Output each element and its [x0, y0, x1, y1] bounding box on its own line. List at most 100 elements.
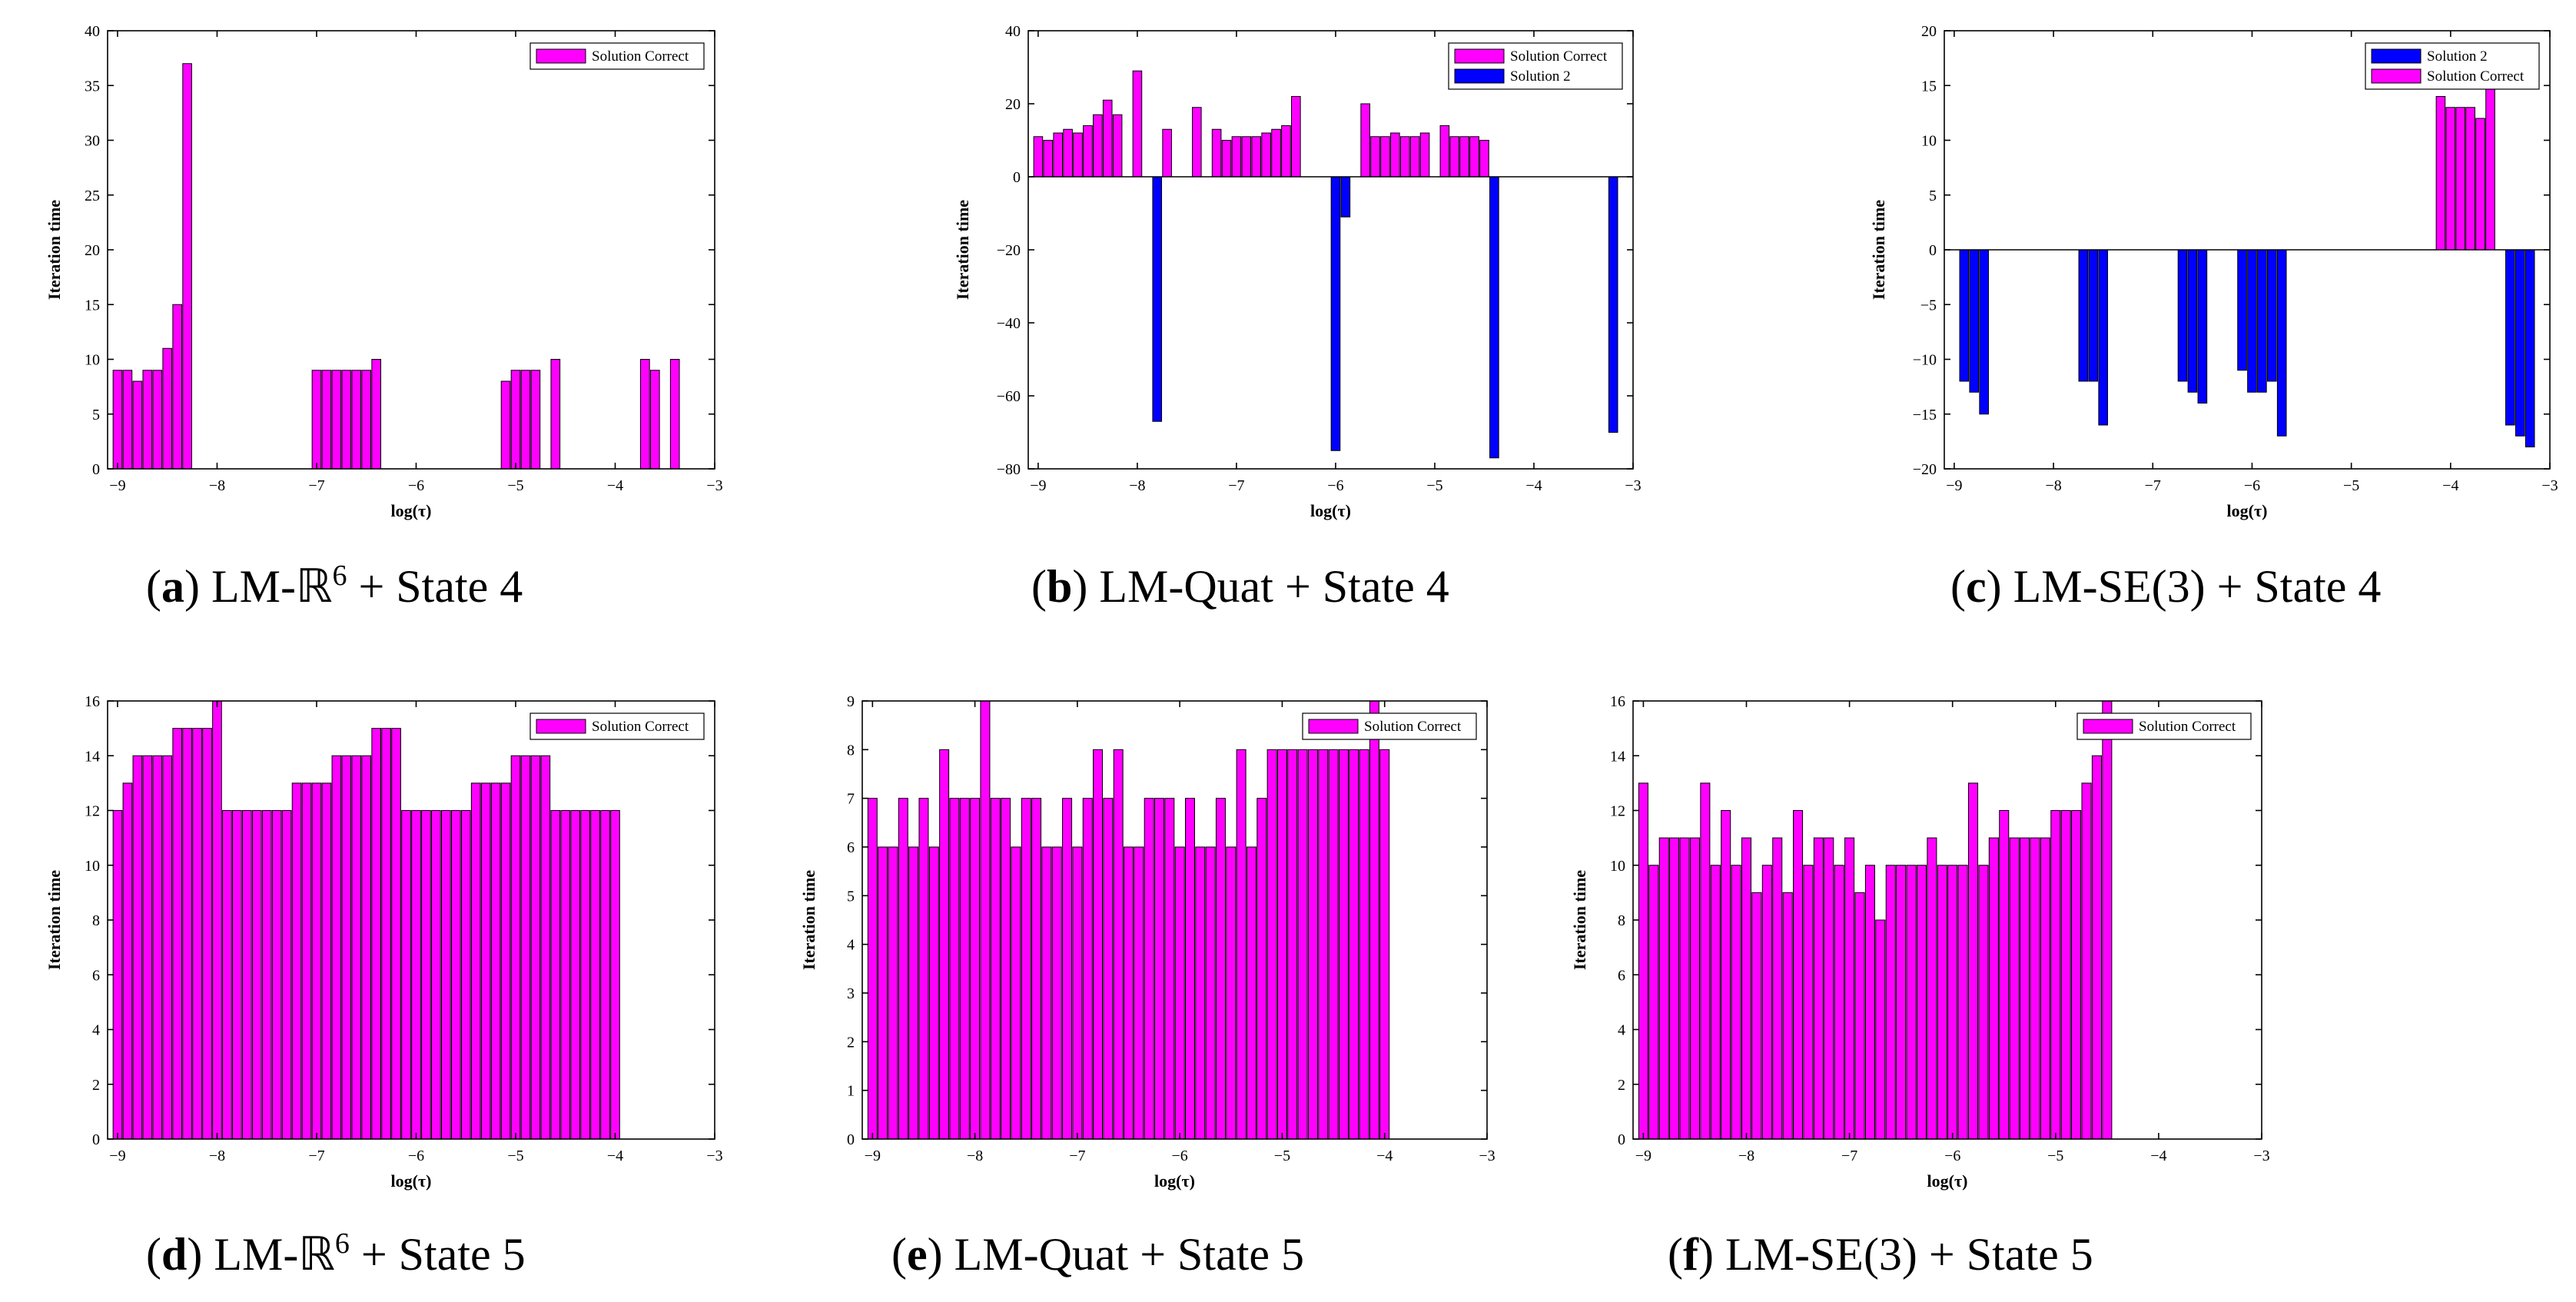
bar-d-s0-10 [212, 700, 222, 1140]
y-tick-label-c: −5 [1920, 297, 1937, 314]
axes-box-e [861, 700, 1488, 1140]
bar-d-s0-9 [202, 728, 212, 1140]
bar-b-s0-24 [1380, 136, 1390, 178]
bar-f-s0-22 [1864, 865, 1875, 1140]
x-tick-label-f: −5 [2047, 1148, 2063, 1164]
bar-c-s0-8 [2197, 249, 2208, 404]
x-tick-label-c: −6 [2244, 477, 2260, 494]
x-tick-label-a: −3 [706, 477, 722, 494]
bar-f-s0-43 [2081, 782, 2092, 1140]
x-tick-label-b: −9 [1030, 477, 1046, 494]
bar-f-s0-13 [1772, 837, 1783, 1140]
y-tick-label-a: 40 [85, 23, 100, 40]
legend-label-f: Solution Correct [2139, 719, 2236, 735]
axes-box-a [107, 30, 715, 470]
x-tick-label-d: −7 [308, 1148, 324, 1164]
bar-f-s0-23 [1875, 919, 1886, 1140]
bar-d-s0-22 [331, 755, 342, 1140]
bar-f-s0-20 [1844, 837, 1855, 1140]
bar-f-s0-14 [1782, 892, 1793, 1140]
bar-c-s0-12 [2266, 249, 2277, 382]
bar-d-s0-23 [341, 755, 352, 1140]
bar-b-s0-32 [1469, 136, 1479, 178]
y-tick-label-f: 14 [1610, 748, 1625, 765]
bar-a-s0-19 [530, 370, 541, 470]
bar-a-s0-4 [152, 370, 163, 470]
bar-c-s0-15 [2515, 249, 2525, 437]
y-tick-label-f: 4 [1618, 1022, 1625, 1039]
bar-a-s0-3 [142, 370, 153, 470]
bar-e-s0-37 [1246, 846, 1256, 1140]
bar-c-s0-1 [1969, 249, 1980, 393]
bar-f-s0-4 [1679, 837, 1690, 1140]
caption-e: (e) LM-Quat + State 5 [891, 1229, 1304, 1280]
bar-e-s0-28 [1154, 798, 1165, 1140]
x-tick-label-b: −5 [1426, 477, 1442, 494]
bar-a-s0-12 [341, 370, 352, 470]
bar-c-s0-9 [2237, 249, 2247, 371]
bar-e-s0-22 [1093, 749, 1104, 1140]
x-tick-label-d: −3 [706, 1148, 722, 1164]
bar-e-s0-5 [918, 798, 929, 1140]
bar-e-s0-46 [1338, 749, 1349, 1140]
y-tick-label-d: 0 [92, 1131, 100, 1148]
legend-label-d: Solution Correct [592, 719, 689, 735]
y-tick-label-f: 0 [1618, 1131, 1625, 1148]
bar-b-s0-9 [1132, 70, 1143, 178]
bar-b-s0-30 [1449, 136, 1460, 178]
x-tick-label-f: −7 [1841, 1148, 1857, 1164]
bar-d-s0-3 [142, 755, 153, 1140]
x-tick-label-f: −6 [1944, 1148, 1960, 1164]
bar-e-s0-2 [888, 846, 898, 1140]
bar-c-s0-5 [2098, 249, 2109, 426]
bar-e-s0-39 [1266, 749, 1277, 1140]
bar-d-s0-40 [510, 755, 521, 1140]
bar-c-s0-6 [2177, 249, 2188, 382]
bar-f-s0-1 [1648, 865, 1659, 1140]
y-tick-label-f: 12 [1610, 803, 1625, 820]
caption-d: (d) LM-ℝ6 + State 5 [146, 1227, 526, 1280]
caption-f: (f) LM-SE(3) + State 5 [1668, 1229, 2093, 1280]
x-axis-label-d: log(τ) [391, 1171, 432, 1191]
bar-b-s1-1 [1330, 176, 1341, 451]
bar-d-s0-5 [162, 755, 173, 1140]
bar-d-s0-19 [301, 782, 312, 1140]
x-tick-label-c: −7 [2145, 477, 2161, 494]
bar-b-s0-8 [1112, 114, 1123, 178]
bar-d-s0-4 [152, 755, 163, 1140]
bar-e-s0-35 [1226, 846, 1237, 1140]
bar-d-s0-15 [261, 810, 272, 1140]
x-tick-label-a: −6 [408, 477, 424, 494]
bar-e-s0-24 [1113, 749, 1124, 1140]
bar-d-s0-2 [132, 755, 143, 1140]
bar-f-s0-28 [1927, 837, 1937, 1140]
bar-c-s1-5 [2485, 85, 2495, 251]
y-axis-label-b: Iteration time [953, 200, 972, 300]
legend-swatch-b [1454, 48, 1505, 64]
x-tick-label-e: −4 [1376, 1148, 1393, 1164]
y-tick-label-e: 8 [847, 742, 855, 759]
bar-e-s0-7 [939, 749, 950, 1140]
y-tick-label-d: 16 [85, 693, 100, 710]
bar-d-s0-20 [311, 782, 322, 1140]
x-tick-label-b: −6 [1327, 477, 1343, 494]
y-tick-label-b: 20 [1005, 96, 1021, 113]
bar-c-s1-1 [2445, 107, 2456, 251]
bar-c-s0-16 [2525, 249, 2535, 447]
bar-a-s0-17 [510, 370, 521, 470]
y-tick-label-a: 15 [85, 297, 100, 314]
caption-a: (a) LM-ℝ6 + State 4 [146, 560, 523, 612]
bar-e-s0-0 [867, 798, 878, 1140]
legend-swatch-c [2371, 48, 2422, 64]
x-tick-label-e: −5 [1274, 1148, 1290, 1164]
bar-b-s0-22 [1360, 103, 1370, 178]
y-axis-label-e: Iteration time [799, 870, 818, 970]
y-tick-label-d: 8 [92, 912, 100, 929]
bar-c-s0-4 [2088, 249, 2099, 382]
bar-a-s0-20 [550, 359, 561, 470]
bar-b-s0-33 [1479, 140, 1489, 178]
bar-b-s0-11 [1192, 107, 1202, 178]
y-tick-label-c: 10 [1921, 133, 1937, 150]
bar-f-s0-17 [1813, 837, 1824, 1140]
bar-f-s0-15 [1793, 810, 1804, 1140]
